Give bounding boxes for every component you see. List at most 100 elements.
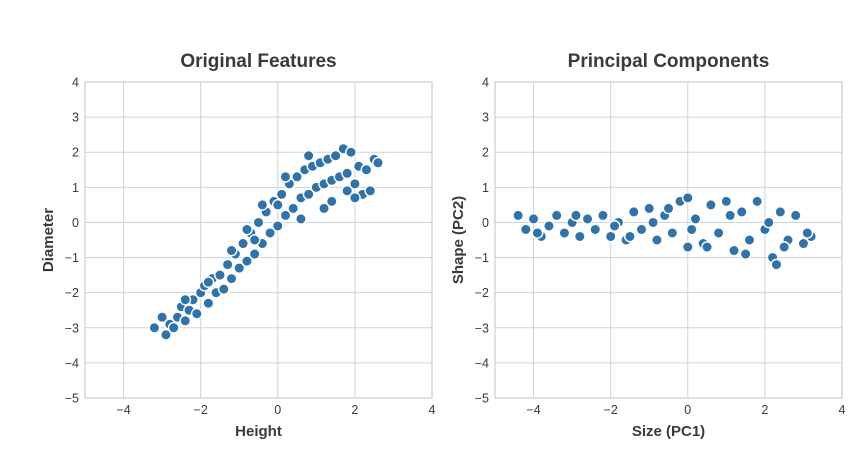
data-point <box>666 227 679 239</box>
data-point <box>550 209 563 222</box>
data-point <box>360 163 373 176</box>
y-tick-label: 3 <box>72 111 79 125</box>
y-tick-label: 0 <box>482 216 489 230</box>
data-point <box>233 262 246 274</box>
x-tick-label: −4 <box>116 403 130 417</box>
data-point <box>774 206 787 218</box>
chart-panel-2: −4 −2 0 2 4 −5 −4 −3 −2 −1 0 1 2 3 4 Principal Componen… <box>450 51 846 440</box>
data-point <box>179 314 192 327</box>
x-tick-label: 2 <box>351 403 358 417</box>
data-point <box>237 237 249 250</box>
data-point <box>302 188 315 201</box>
data-point <box>570 209 582 222</box>
data-point <box>271 198 284 211</box>
y-tick-label: 3 <box>482 111 489 125</box>
x-tick-label: 4 <box>429 403 436 417</box>
data-point <box>647 216 659 229</box>
data-point <box>160 328 172 341</box>
x-axis-label: Size (PC1) <box>632 423 705 440</box>
data-point <box>735 206 748 218</box>
y-tick-label: 1 <box>72 181 79 195</box>
x-tick-label: −4 <box>526 403 540 417</box>
data-point <box>681 191 694 204</box>
data-point <box>701 241 713 253</box>
x-tick-label: −2 <box>194 403 208 417</box>
data-point <box>743 234 756 246</box>
data-point <box>627 206 640 218</box>
data-point <box>248 234 261 246</box>
y-tick-label: −2 <box>475 286 489 300</box>
data-point <box>681 241 694 253</box>
data-point <box>202 297 215 310</box>
data-point <box>778 241 791 253</box>
data-point <box>531 227 544 239</box>
plot-frame <box>494 81 843 399</box>
data-point <box>573 230 586 243</box>
y-tick-label: 0 <box>72 216 79 230</box>
data-point <box>608 220 621 232</box>
data-point <box>252 216 265 229</box>
y-tick-label: −4 <box>475 356 489 370</box>
data-point <box>318 202 330 215</box>
data-point <box>302 149 315 162</box>
data-point <box>797 237 810 250</box>
y-tick-label: 2 <box>72 146 79 160</box>
x-tick-label: 0 <box>274 403 281 417</box>
data-point <box>519 223 532 236</box>
data-point <box>190 307 203 320</box>
data-point <box>271 220 284 232</box>
data-point <box>372 156 384 169</box>
y-tick-label: 2 <box>482 146 489 160</box>
y-axis-label: Shape (PC2) <box>450 196 467 284</box>
data-point <box>751 195 764 208</box>
data-point <box>279 170 292 183</box>
plot-frame <box>84 81 433 399</box>
data-point <box>287 202 300 215</box>
data-point <box>241 255 253 267</box>
data-point <box>241 223 253 236</box>
data-point <box>264 227 276 239</box>
chart-title: Original Features <box>180 51 336 72</box>
data-point <box>256 198 269 211</box>
data-point <box>720 195 733 208</box>
data-point <box>712 227 725 239</box>
x-tick-label: 0 <box>684 403 691 417</box>
x-tick-label: 2 <box>761 403 768 417</box>
data-point <box>624 230 636 243</box>
data-point <box>770 258 783 271</box>
y-tick-label: −3 <box>475 321 489 335</box>
data-point <box>581 213 594 225</box>
y-tick-label: −3 <box>65 321 79 335</box>
y-tick-label: 4 <box>72 76 79 90</box>
data-point <box>179 293 192 306</box>
data-point <box>167 321 180 334</box>
data-point <box>225 272 238 285</box>
data-point <box>329 149 342 162</box>
data-point <box>689 213 702 225</box>
data-point <box>643 202 656 215</box>
data-point <box>341 184 354 197</box>
data-point <box>789 209 802 222</box>
data-point <box>662 202 675 215</box>
y-tick-label: −1 <box>475 251 489 265</box>
data-point <box>291 170 303 183</box>
data-point <box>651 234 663 246</box>
data-point <box>527 213 540 225</box>
data-point <box>156 311 169 324</box>
data-point <box>348 191 361 204</box>
x-axis-label: Height <box>235 423 282 440</box>
data-point <box>148 321 161 334</box>
data-point <box>728 244 740 257</box>
data-point <box>295 213 307 225</box>
data-point <box>705 198 717 211</box>
data-point <box>597 209 609 222</box>
data-point <box>589 223 602 236</box>
data-point <box>558 227 571 239</box>
data-point <box>248 248 261 260</box>
data-point <box>348 177 361 190</box>
data-point <box>364 184 377 197</box>
data-point <box>275 188 288 201</box>
chart-panel-1: −4 −2 0 2 4 −5 −4 −3 −2 −1 0 1 2 3 4 Original Features H… <box>40 51 436 440</box>
x-tick-label: −2 <box>604 403 618 417</box>
